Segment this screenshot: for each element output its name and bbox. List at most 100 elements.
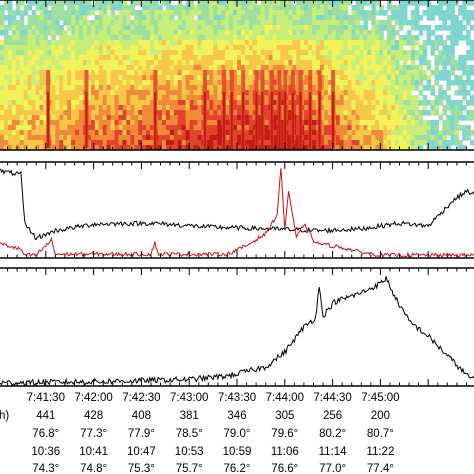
spectrogram-cell bbox=[454, 130, 459, 136]
spectrogram-cell bbox=[19, 45, 25, 51]
spectrogram-cell bbox=[252, 35, 258, 41]
spectrogram-cell bbox=[59, 140, 64, 146]
spectrogram-cell bbox=[316, 55, 321, 61]
spectrogram-cell bbox=[205, 50, 210, 56]
spectrogram-cell bbox=[205, 75, 210, 81]
spectrogram-cell bbox=[470, 25, 474, 31]
spectrogram-cell bbox=[197, 105, 203, 111]
spectrogram-cell bbox=[244, 130, 250, 136]
spectrogram-cell bbox=[75, 140, 80, 146]
spectrogram-cell bbox=[47, 10, 52, 16]
spectrogram-cell bbox=[86, 10, 92, 16]
spectrogram-cell bbox=[422, 130, 428, 136]
spectrogram-cell bbox=[252, 45, 258, 51]
spectrogram-cell bbox=[217, 25, 222, 31]
spectrogram-cell bbox=[335, 120, 341, 126]
spectrogram-cell bbox=[304, 145, 309, 150]
spectrogram-cell bbox=[11, 120, 17, 126]
spectrogram-cell bbox=[185, 80, 191, 86]
spectrogram-cell bbox=[177, 45, 183, 51]
spectrogram-cell bbox=[446, 0, 451, 6]
spectrogram-cell bbox=[379, 80, 384, 86]
spectrogram-cell bbox=[130, 130, 135, 136]
spectrogram-cell bbox=[165, 140, 171, 146]
spectrogram-cell bbox=[458, 145, 463, 150]
spectrogram-cell bbox=[252, 40, 258, 46]
spectrogram-cell bbox=[292, 10, 297, 16]
spectrogram-cell bbox=[359, 125, 364, 131]
spectrogram-cell bbox=[51, 100, 56, 106]
spectrogram-cell bbox=[264, 20, 270, 26]
spectrogram-cell bbox=[201, 60, 206, 66]
spectrogram-cell bbox=[280, 65, 285, 71]
spectrogram-cell bbox=[193, 105, 199, 111]
spectrogram-cell bbox=[31, 120, 37, 126]
spectrogram-cell bbox=[43, 60, 48, 66]
spectrogram-cell bbox=[11, 115, 17, 121]
spectrogram-cell bbox=[51, 125, 56, 131]
spectrogram-cell bbox=[173, 55, 179, 61]
spectrogram-cell bbox=[59, 100, 64, 106]
spectrogram-cell bbox=[19, 105, 25, 111]
spectrogram-cell bbox=[355, 15, 361, 21]
spectrogram-cell bbox=[138, 100, 143, 106]
spectrogram-cell bbox=[63, 125, 68, 131]
spectrogram-cell bbox=[51, 70, 56, 76]
spectrogram-cell bbox=[86, 25, 92, 31]
spectrogram-cell bbox=[67, 40, 72, 46]
spectrogram-cell bbox=[185, 75, 191, 81]
spectrogram-cell bbox=[237, 0, 242, 6]
spectrogram-cell bbox=[146, 15, 151, 21]
spectrogram-cell bbox=[189, 95, 195, 101]
spectrogram-cell bbox=[15, 135, 21, 141]
spectrogram-cell bbox=[280, 90, 285, 96]
spectrogram-cell bbox=[379, 90, 384, 96]
spectrogram-cell bbox=[98, 80, 104, 86]
spectrogram-cell bbox=[323, 50, 329, 56]
spectrogram-cell bbox=[51, 30, 56, 36]
spectrogram-cell bbox=[106, 0, 112, 6]
spectrogram-cell bbox=[312, 75, 317, 81]
spectrogram-cell bbox=[59, 115, 64, 121]
spectrogram-cell bbox=[82, 40, 88, 46]
spectrogram-cell bbox=[130, 110, 135, 116]
spectrogram-cell bbox=[209, 30, 214, 36]
spectrogram-cell bbox=[118, 30, 124, 36]
spectrogram-cell bbox=[161, 25, 167, 31]
spectrogram-cell bbox=[379, 65, 384, 71]
spectrogram-cell bbox=[391, 35, 396, 41]
spectrogram-cell bbox=[134, 115, 139, 121]
spectrogram-cell bbox=[237, 120, 242, 126]
spectrogram-cell bbox=[94, 75, 100, 81]
spectrogram-cell bbox=[27, 55, 33, 61]
spectrogram-cell bbox=[248, 15, 254, 21]
spectrogram-cell bbox=[122, 60, 127, 66]
spectrogram-cell bbox=[240, 35, 246, 41]
spectrogram-cell bbox=[114, 90, 120, 96]
spectrogram-cell bbox=[280, 75, 285, 81]
spectrogram-cell bbox=[165, 75, 171, 81]
spectrogram-cell bbox=[466, 30, 471, 36]
spectrogram-cell bbox=[387, 40, 392, 46]
spectrogram-burst-core bbox=[299, 92, 302, 148]
spectrogram-cell bbox=[102, 10, 108, 16]
spectrogram-cell bbox=[173, 90, 179, 96]
spectrogram-cell bbox=[217, 145, 222, 150]
spectrogram-cell bbox=[418, 100, 424, 106]
spectrogram-cell bbox=[11, 110, 17, 116]
spectrogram-cell bbox=[35, 110, 41, 116]
spectrogram-cell bbox=[367, 75, 372, 81]
spectrogram-cell bbox=[327, 0, 333, 6]
spectrogram-cell bbox=[387, 25, 392, 31]
spectrogram-cell bbox=[276, 65, 282, 71]
spectrogram-cell bbox=[181, 40, 187, 46]
spectrogram-cell bbox=[161, 85, 167, 91]
spectrogram-cell bbox=[43, 95, 48, 101]
spectrogram-cell bbox=[217, 90, 222, 96]
spectrogram-cell bbox=[59, 45, 64, 51]
spectrogram-cell bbox=[118, 85, 124, 91]
spectrogram-cell bbox=[150, 30, 155, 36]
spectrogram-cell bbox=[312, 55, 317, 61]
spectrogram-cell bbox=[165, 125, 171, 131]
spectrogram-cell bbox=[339, 25, 345, 31]
